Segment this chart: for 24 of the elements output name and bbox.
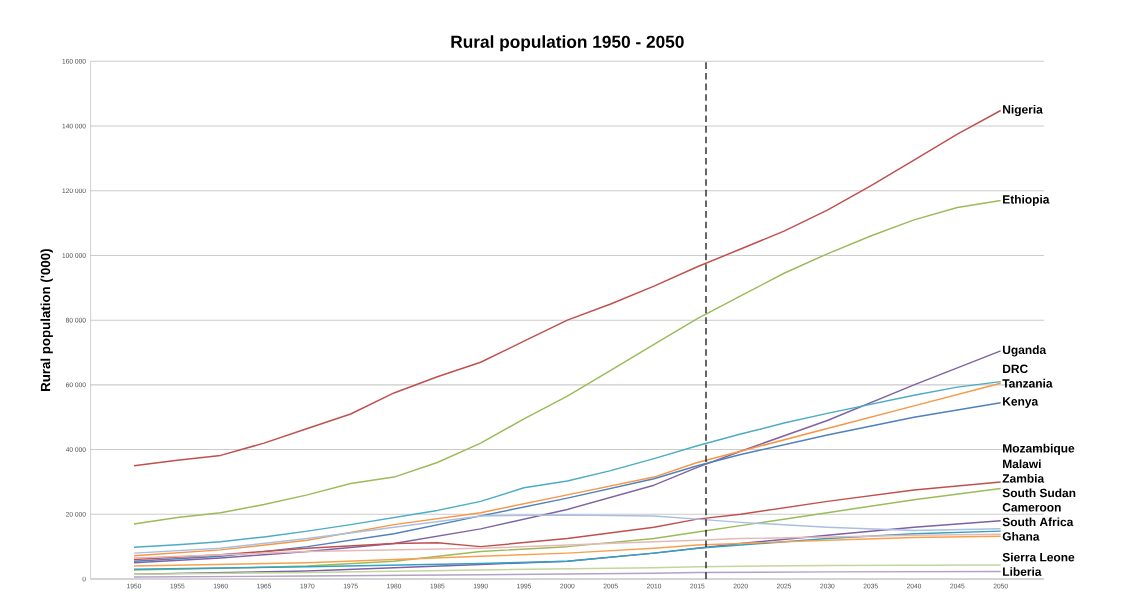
line-series <box>133 533 1002 559</box>
series-label: Ethiopia <box>1003 194 1050 207</box>
series-label: Tanzania <box>1002 378 1053 388</box>
line-series <box>133 109 1002 467</box>
series-label: Ghana <box>1002 531 1040 541</box>
text: Mozambique <box>1003 443 1075 455</box>
line-series <box>133 564 1002 575</box>
series-label: Cameroon <box>1002 503 1061 512</box>
series-label: Sierra Leone <box>1002 552 1075 562</box>
series-label: Uganda <box>1002 345 1047 357</box>
y-axis-title: Rural population ('000) <box>40 249 53 391</box>
series-label: Malawi <box>1003 459 1041 469</box>
text: South Sudan <box>1002 488 1076 498</box>
series-label: Nigeria <box>1003 104 1043 117</box>
series-label: South Africa <box>1002 517 1074 527</box>
line-series <box>133 514 1002 554</box>
series-label: Kenya <box>1003 397 1039 409</box>
line-series <box>133 481 1002 561</box>
chart-title: Rural population 1950 - 2050 <box>451 35 684 52</box>
series-label: Liberia <box>1003 567 1042 576</box>
line-series <box>133 199 1002 525</box>
text: Zambia <box>1002 473 1045 483</box>
line-series <box>133 350 1002 564</box>
series-label: DRC <box>1003 364 1028 373</box>
